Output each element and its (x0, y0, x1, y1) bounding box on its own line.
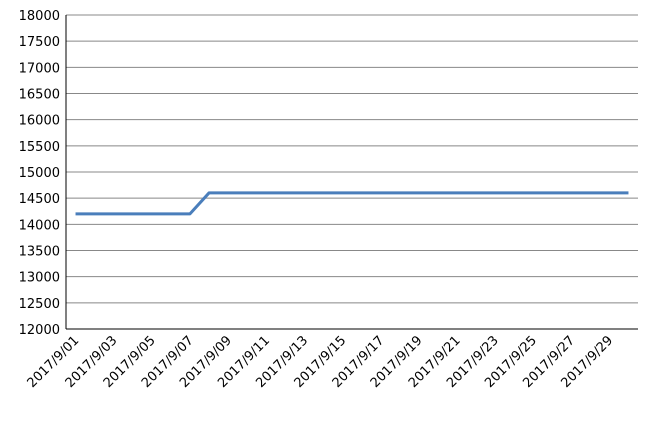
y-tick-label: 16500 (19, 88, 60, 103)
y-tick-label: 12000 (19, 323, 60, 338)
y-tick-label: 17500 (19, 35, 60, 50)
y-tick-label: 18000 (19, 9, 60, 24)
y-tick-label: 12500 (19, 297, 60, 312)
series-line (75, 191, 629, 216)
y-tick-label: 14000 (19, 218, 60, 233)
y-tick-label: 13000 (19, 271, 60, 286)
y-tick-label: 16000 (19, 114, 60, 129)
y-tick-label: 17000 (19, 61, 60, 76)
y-tick-label: 14500 (19, 192, 60, 207)
y-tick-label: 15500 (19, 140, 60, 155)
y-tick-label: 13500 (19, 245, 60, 260)
y-tick-label: 15000 (19, 166, 60, 181)
